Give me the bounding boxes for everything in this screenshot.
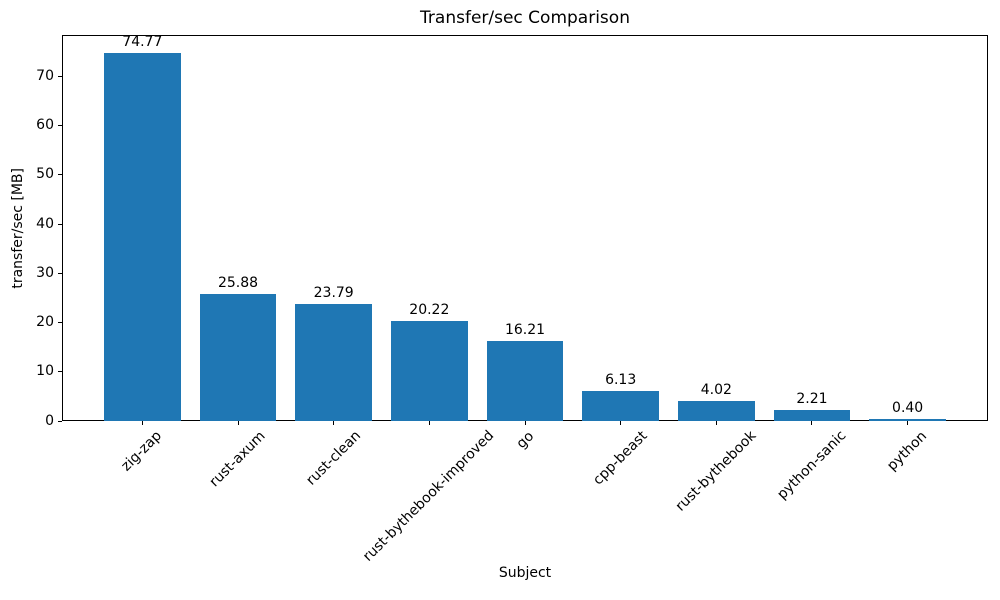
y-tick [58, 174, 62, 176]
x-tick-label: cpp-beast [590, 427, 651, 489]
bar-value-label: 2.21 [796, 391, 828, 408]
x-tick [524, 421, 526, 425]
bar-value-label: 0.40 [892, 400, 924, 417]
bar [295, 303, 372, 421]
y-tick [58, 322, 62, 324]
x-tick [907, 421, 909, 425]
y-tick-label: 70 [36, 67, 54, 84]
bar [104, 52, 181, 421]
bar [199, 293, 277, 421]
y-tick-label: 60 [36, 117, 54, 134]
y-tick [58, 371, 62, 373]
bar-value-label: 6.13 [605, 371, 637, 388]
y-tick [58, 223, 62, 225]
y-tick [58, 272, 62, 274]
bar [678, 401, 755, 421]
bar-value-label: 16.21 [504, 322, 546, 339]
bar-value-label: 74.77 [122, 33, 163, 50]
x-tick [237, 421, 239, 425]
bar [869, 419, 946, 421]
bar-value-label: 25.88 [217, 274, 259, 291]
x-tick-label: python [884, 427, 931, 474]
bar [773, 410, 851, 421]
y-tick-label: 30 [36, 264, 54, 281]
x-tick-label: rust-clean [302, 427, 364, 489]
x-tick [620, 421, 622, 425]
y-tick-label: 20 [36, 314, 54, 331]
x-tick [428, 421, 430, 425]
x-tick [715, 421, 717, 425]
y-tick-label: 40 [36, 215, 54, 232]
y-tick-label: 0 [45, 412, 54, 429]
y-tick [58, 420, 62, 422]
x-tick-label: rust-bythebook [672, 428, 760, 515]
y-tick [58, 125, 62, 127]
x-tick-label: zig-zap [118, 427, 166, 475]
x-axis-label: Subject [498, 565, 552, 581]
bar [391, 321, 468, 421]
x-tick [333, 421, 335, 425]
y-tick-label: 10 [36, 363, 54, 380]
chart-title: Transfer/sec Comparison [420, 8, 630, 28]
bar-value-label: 23.79 [313, 284, 354, 301]
y-tick-label: 50 [36, 166, 54, 183]
x-tick-label: rust-axum [206, 428, 269, 491]
x-tick-label: rust-bythebook-improved [360, 427, 498, 566]
x-tick [141, 421, 143, 425]
bar-value-label: 4.02 [700, 382, 732, 399]
bar [486, 341, 564, 421]
y-tick [58, 75, 62, 77]
bar-value-label: 20.22 [409, 302, 450, 319]
bar [582, 390, 659, 421]
x-tick-label: go [513, 427, 537, 452]
x-tick [811, 421, 813, 425]
x-tick-label: python-sanic [774, 427, 850, 504]
